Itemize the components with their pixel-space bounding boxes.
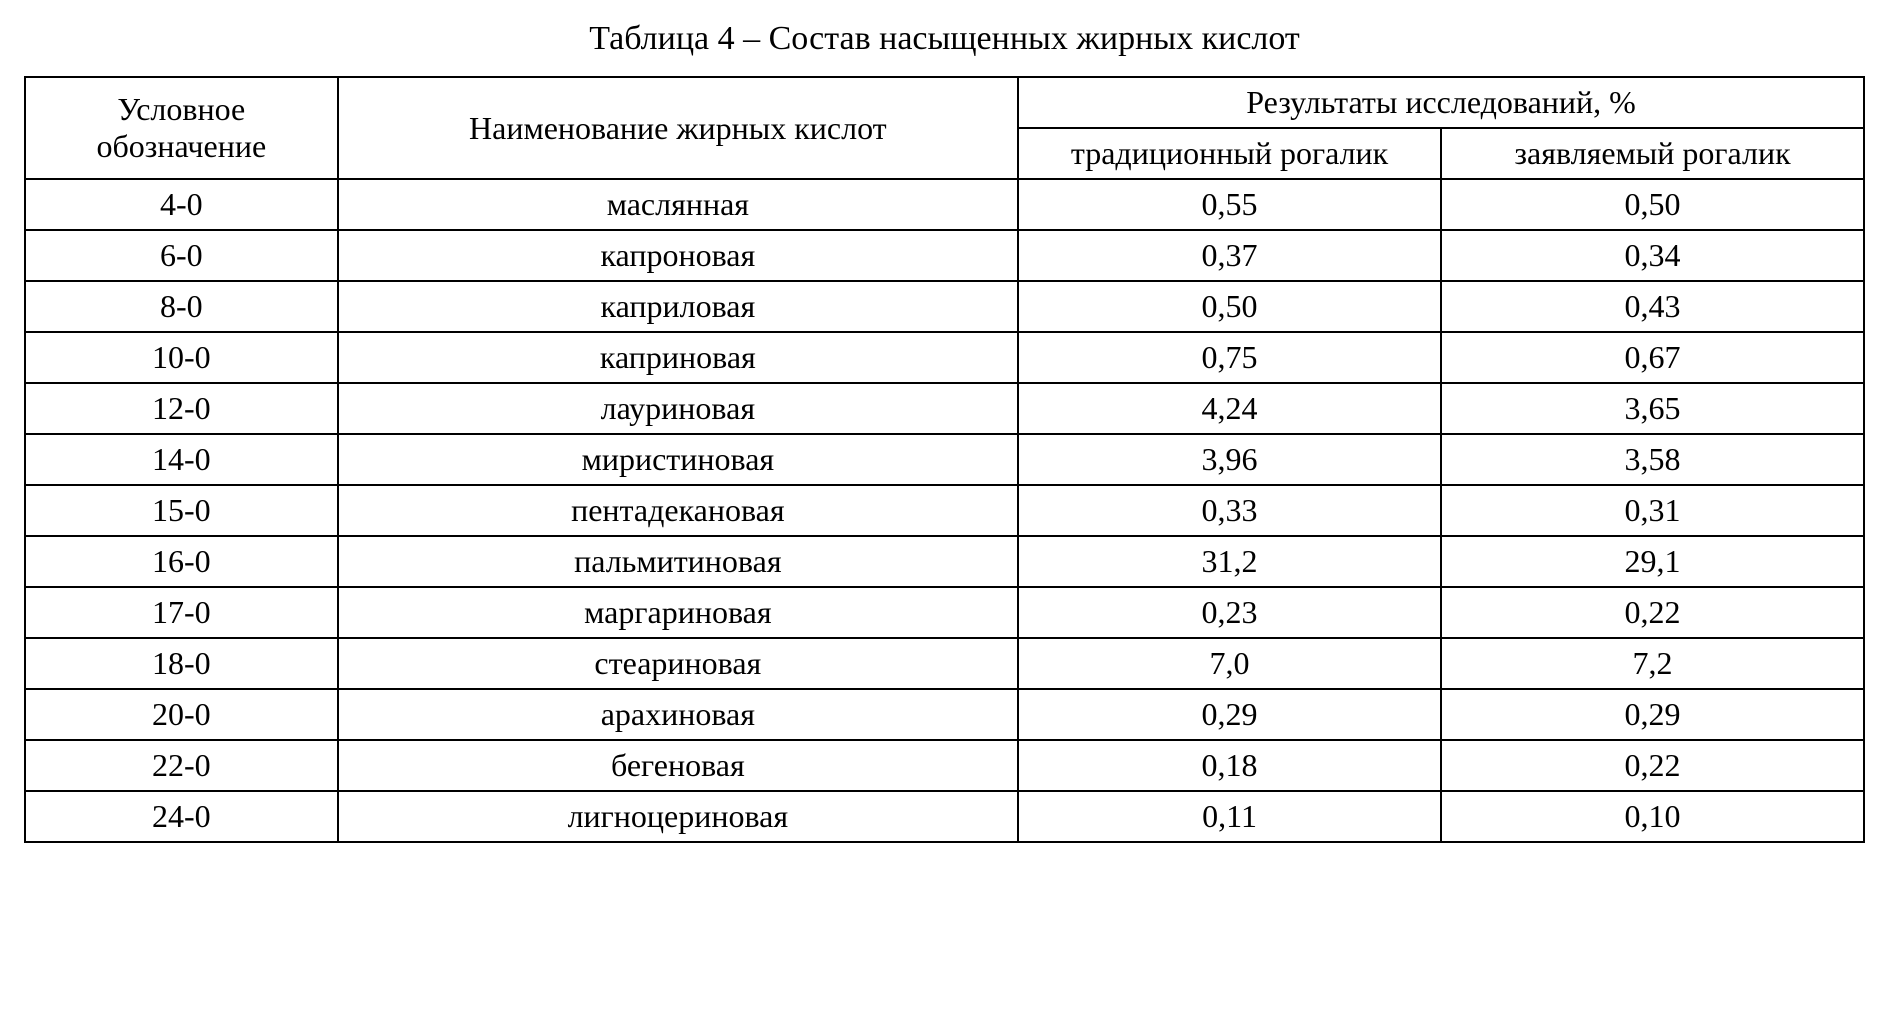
cell-claimed: 7,2 [1441, 638, 1864, 689]
cell-name: лауриновая [338, 383, 1018, 434]
cell-name: каприловая [338, 281, 1018, 332]
cell-code: 17-0 [25, 587, 338, 638]
table-row: 18-0стеариновая7,07,2 [25, 638, 1864, 689]
table-body: 4-0маслянная0,550,506-0капроновая0,370,3… [25, 179, 1864, 842]
cell-traditional: 0,11 [1018, 791, 1441, 842]
cell-code: 4-0 [25, 179, 338, 230]
cell-traditional: 0,55 [1018, 179, 1441, 230]
cell-claimed: 0,10 [1441, 791, 1864, 842]
table-row: 8-0каприловая0,500,43 [25, 281, 1864, 332]
cell-claimed: 0,22 [1441, 740, 1864, 791]
cell-traditional: 0,33 [1018, 485, 1441, 536]
cell-code: 20-0 [25, 689, 338, 740]
cell-code: 24-0 [25, 791, 338, 842]
cell-claimed: 0,29 [1441, 689, 1864, 740]
cell-code: 18-0 [25, 638, 338, 689]
cell-traditional: 7,0 [1018, 638, 1441, 689]
table-row: 14-0миристиновая3,963,58 [25, 434, 1864, 485]
cell-code: 12-0 [25, 383, 338, 434]
cell-name: капроновая [338, 230, 1018, 281]
cell-name: пентадекановая [338, 485, 1018, 536]
fatty-acids-table: Условное обозначение Наименование жирных… [24, 76, 1865, 843]
cell-claimed: 3,58 [1441, 434, 1864, 485]
cell-claimed: 29,1 [1441, 536, 1864, 587]
table-row: 4-0маслянная0,550,50 [25, 179, 1864, 230]
cell-traditional: 0,50 [1018, 281, 1441, 332]
cell-claimed: 0,50 [1441, 179, 1864, 230]
table-row: 10-0каприновая0,750,67 [25, 332, 1864, 383]
cell-code: 22-0 [25, 740, 338, 791]
cell-name: каприновая [338, 332, 1018, 383]
page-root: Таблица 4 – Состав насыщенных жирных кис… [24, 20, 1865, 843]
col-header-claimed: заявляемый рогалик [1441, 128, 1864, 179]
table-caption: Таблица 4 – Состав насыщенных жирных кис… [24, 20, 1865, 58]
cell-code: 10-0 [25, 332, 338, 383]
table-row: 15-0пентадекановая0,330,31 [25, 485, 1864, 536]
cell-claimed: 0,34 [1441, 230, 1864, 281]
table-header: Условное обозначение Наименование жирных… [25, 77, 1864, 179]
cell-name: стеариновая [338, 638, 1018, 689]
table-row: 17-0маргариновая0,230,22 [25, 587, 1864, 638]
cell-traditional: 0,18 [1018, 740, 1441, 791]
cell-name: лигноцериновая [338, 791, 1018, 842]
cell-claimed: 0,22 [1441, 587, 1864, 638]
table-row: 6-0капроновая0,370,34 [25, 230, 1864, 281]
col-header-name: Наименование жирных кислот [338, 77, 1018, 179]
col-header-code: Условное обозначение [25, 77, 338, 179]
table-row: 22-0бегеновая0,180,22 [25, 740, 1864, 791]
cell-claimed: 3,65 [1441, 383, 1864, 434]
cell-code: 16-0 [25, 536, 338, 587]
cell-traditional: 4,24 [1018, 383, 1441, 434]
cell-code: 8-0 [25, 281, 338, 332]
cell-claimed: 0,67 [1441, 332, 1864, 383]
cell-name: маргариновая [338, 587, 1018, 638]
table-header-row-1: Условное обозначение Наименование жирных… [25, 77, 1864, 128]
col-header-traditional: традиционный рогалик [1018, 128, 1441, 179]
cell-code: 6-0 [25, 230, 338, 281]
cell-traditional: 0,29 [1018, 689, 1441, 740]
cell-name: арахиновая [338, 689, 1018, 740]
table-row: 12-0лауриновая4,243,65 [25, 383, 1864, 434]
cell-traditional: 3,96 [1018, 434, 1441, 485]
table-row: 20-0арахиновая0,290,29 [25, 689, 1864, 740]
cell-traditional: 0,75 [1018, 332, 1441, 383]
cell-code: 15-0 [25, 485, 338, 536]
cell-claimed: 0,43 [1441, 281, 1864, 332]
cell-claimed: 0,31 [1441, 485, 1864, 536]
cell-name: бегеновая [338, 740, 1018, 791]
table-row: 16-0пальмитиновая31,229,1 [25, 536, 1864, 587]
cell-name: пальмитиновая [338, 536, 1018, 587]
col-header-results-group: Результаты исследований, % [1018, 77, 1864, 128]
cell-traditional: 0,37 [1018, 230, 1441, 281]
cell-traditional: 31,2 [1018, 536, 1441, 587]
cell-name: маслянная [338, 179, 1018, 230]
cell-name: миристиновая [338, 434, 1018, 485]
table-row: 24-0лигноцериновая0,110,10 [25, 791, 1864, 842]
cell-traditional: 0,23 [1018, 587, 1441, 638]
cell-code: 14-0 [25, 434, 338, 485]
